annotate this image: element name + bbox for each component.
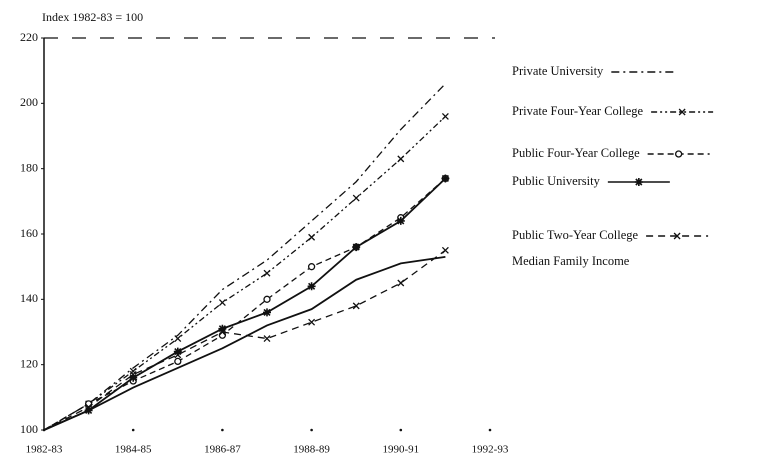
y-axis-label: Index 1982-83 = 100 <box>42 10 143 24</box>
legend-label: Public Two-Year College <box>512 228 639 242</box>
marker <box>218 324 227 333</box>
y-tick-label: 200 <box>20 95 38 109</box>
marker <box>352 243 361 252</box>
marker <box>352 194 360 202</box>
marker <box>634 178 643 186</box>
legend-label: Median Family Income <box>512 254 630 268</box>
x-tick-dot <box>488 428 492 432</box>
y-tick-label: 160 <box>20 226 38 240</box>
marker <box>308 318 316 326</box>
marker <box>673 232 681 240</box>
x-tick-label: 1990-91 <box>382 444 419 456</box>
x-tick-label: 1992-93 <box>472 444 509 456</box>
marker <box>263 269 271 277</box>
x-tick-dot <box>399 428 403 432</box>
marker <box>397 279 405 287</box>
y-tick-label: 100 <box>20 422 38 436</box>
legend-label: Private University <box>512 64 604 78</box>
marker <box>173 347 182 356</box>
marker <box>352 302 360 310</box>
x-tick-dot <box>310 428 313 432</box>
marker <box>396 216 405 225</box>
marker <box>441 246 449 254</box>
series-line <box>43 177 447 431</box>
marker <box>263 295 271 303</box>
marker <box>129 373 138 382</box>
x-tick-label: 1988-89 <box>293 444 330 456</box>
series-line <box>43 115 446 431</box>
y-tick-label: 140 <box>20 291 38 305</box>
marker <box>441 174 450 183</box>
series-line <box>43 249 446 431</box>
legend: Private University Private Four-Year Coll… <box>512 64 714 268</box>
marker <box>174 335 182 342</box>
marker <box>129 367 137 375</box>
x-tick-dot <box>221 428 224 432</box>
y-tick-label: 180 <box>20 160 38 174</box>
marker <box>307 263 316 271</box>
y-tick-label: 120 <box>20 356 38 370</box>
marker <box>218 328 226 336</box>
marker <box>129 371 137 378</box>
marker <box>674 150 683 158</box>
marker <box>263 335 271 342</box>
marker <box>307 282 316 291</box>
legend-label: Public Four-Year College <box>512 146 640 160</box>
series-line <box>43 83 446 431</box>
marker <box>218 331 227 339</box>
x-tick-label: 1986-87 <box>204 444 241 456</box>
x-tick-label: 1984-85 <box>115 444 152 456</box>
marker <box>678 108 686 116</box>
marker <box>174 351 182 359</box>
marker <box>174 357 182 366</box>
y-tick-label: 220 <box>20 30 38 44</box>
x-tick-label: 1982-83 <box>26 444 63 456</box>
x-tick-dot <box>131 428 135 432</box>
series-line <box>43 177 446 431</box>
marker <box>218 299 226 307</box>
marker <box>308 233 316 241</box>
marker <box>397 155 405 163</box>
marker <box>441 112 449 120</box>
legend-label: Public University <box>512 174 601 188</box>
legend-label: Private Four-Year College <box>512 104 644 118</box>
marker <box>263 308 271 317</box>
series-line <box>43 255 446 431</box>
